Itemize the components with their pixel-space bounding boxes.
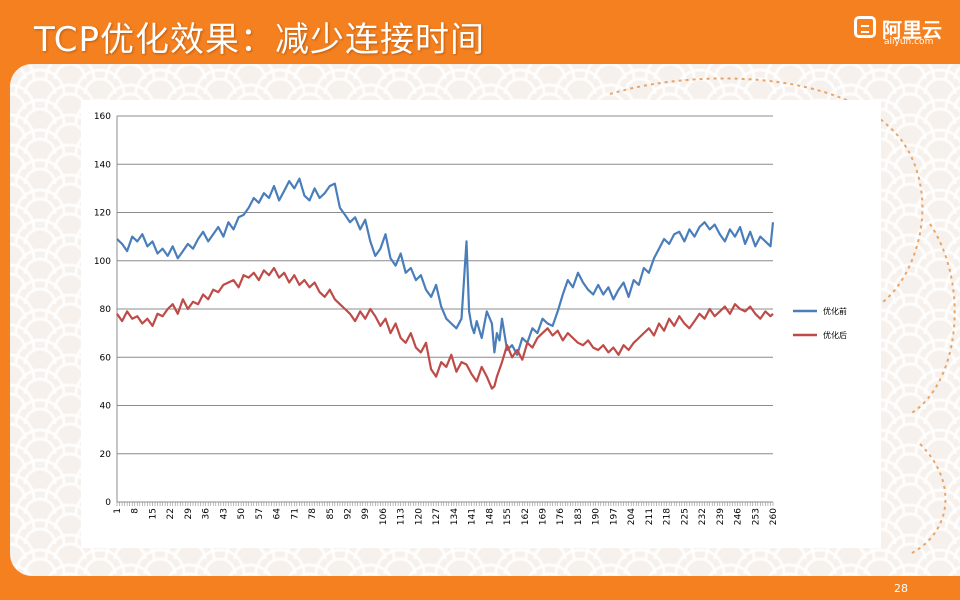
x-tick-label: 85 xyxy=(326,508,336,519)
x-tick-label: 120 xyxy=(414,508,424,525)
x-tick-label: 141 xyxy=(468,508,478,525)
x-tick-label: 50 xyxy=(237,508,247,520)
x-tick-label: 246 xyxy=(734,508,744,525)
logo-name: 阿里云 xyxy=(882,18,942,42)
x-tick-label: 176 xyxy=(556,508,566,525)
chart-area: 0 20 40 60 80 100 120 140 160 1 8 15 22 29 36 43 50 57 64 7… xyxy=(81,100,881,548)
series-line-before xyxy=(116,177,775,356)
y-tick-label: 100 xyxy=(94,257,111,267)
line-chart: 0 20 40 60 80 100 120 140 160 1 8 15 22 29 36 43 50 57 64 7… xyxy=(94,112,847,525)
x-tick-label: 15 xyxy=(148,508,158,519)
x-tick-label: 155 xyxy=(503,508,513,525)
x-tick-label: 71 xyxy=(290,508,300,519)
x-tick-label: 204 xyxy=(627,508,637,525)
series-line-after xyxy=(116,266,774,390)
x-tick-label: 113 xyxy=(397,508,407,525)
y-tick-label: 0 xyxy=(105,498,111,508)
x-tick-label: 99 xyxy=(361,508,371,520)
legend-label-after: 优化后 xyxy=(823,330,847,340)
x-tick-label: 239 xyxy=(716,508,726,525)
x-tick-label: 57 xyxy=(255,508,265,519)
y-tick-label: 160 xyxy=(94,112,111,122)
x-tick-label: 190 xyxy=(592,508,602,525)
y-tick-label: 20 xyxy=(100,450,112,460)
x-tick-label: 64 xyxy=(273,508,283,520)
y-tick-label: 120 xyxy=(94,209,111,219)
x-tick-label: 232 xyxy=(698,508,708,525)
x-tick-label: 197 xyxy=(609,508,619,525)
x-tick-label: 260 xyxy=(769,508,779,525)
y-tick-label: 140 xyxy=(94,160,111,170)
aliyun-logo-icon xyxy=(854,16,876,38)
x-tick-label: 92 xyxy=(343,508,353,519)
x-tick-label: 106 xyxy=(379,508,389,525)
y-tick-label: 60 xyxy=(100,353,112,363)
x-tick-label: 8 xyxy=(131,508,141,514)
x-tick-label: 43 xyxy=(219,508,229,519)
slide-title: TCP优化效果：减少连接时间 xyxy=(34,20,486,60)
x-tick-label: 134 xyxy=(450,508,460,525)
x-tick-label: 218 xyxy=(663,508,673,525)
y-tick-label: 40 xyxy=(100,402,112,412)
logo-domain: aliyun.com xyxy=(884,37,934,47)
x-tick-label: 253 xyxy=(751,508,761,525)
x-tick-label: 148 xyxy=(485,508,495,525)
x-tick-label: 1 xyxy=(113,508,123,514)
x-tick-label: 225 xyxy=(680,508,690,525)
x-tick-label: 183 xyxy=(574,508,584,525)
page-number: 28 xyxy=(894,582,908,595)
x-tick-label: 36 xyxy=(202,508,212,520)
decorative-swirl xyxy=(609,77,956,555)
aliyun-logo: 阿里云 aliyun.com xyxy=(854,12,950,48)
x-tick-label: 78 xyxy=(308,508,318,520)
x-tick-label: 169 xyxy=(539,508,549,525)
x-tick-label: 162 xyxy=(521,508,531,525)
x-tick-label: 29 xyxy=(184,508,194,520)
legend-label-before: 优化前 xyxy=(823,306,847,316)
x-tick-label: 22 xyxy=(166,508,176,519)
x-tick-label: 211 xyxy=(645,508,655,525)
x-tick-label: 127 xyxy=(432,508,442,525)
y-tick-label: 80 xyxy=(100,305,112,315)
